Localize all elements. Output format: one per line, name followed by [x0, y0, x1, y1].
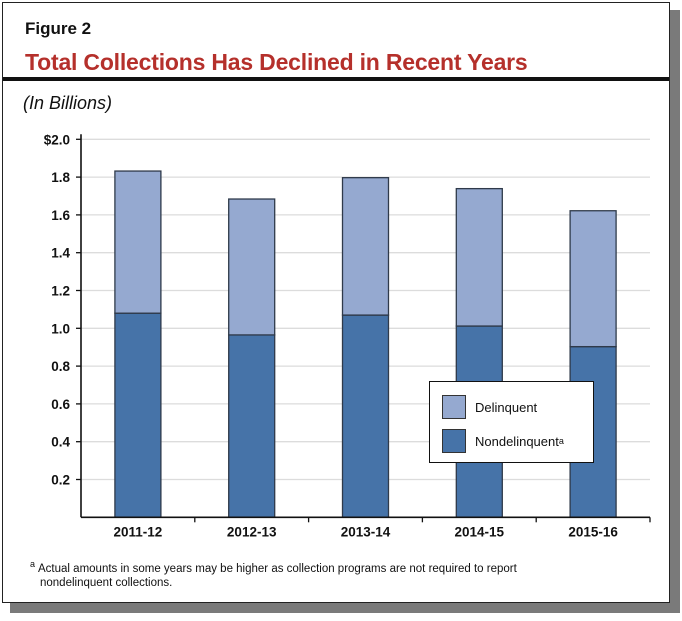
legend-label-delinquent: Delinquent — [475, 399, 538, 415]
y-tick-label: 0.2 — [51, 473, 70, 488]
x-tick-label: 2012-13 — [227, 524, 277, 539]
chart-subtitle: (In Billions) — [23, 93, 113, 113]
y-tick-label: 0.6 — [51, 397, 70, 412]
chart-title: Total Collections Has Declined in Recent… — [25, 49, 528, 75]
figure-frame: Figure 2 Total Collections Has Declined … — [2, 2, 670, 603]
x-tick-label: 2013-14 — [341, 524, 391, 539]
bar-delinquent — [569, 210, 617, 348]
bar-delinquent — [455, 187, 503, 327]
legend-item-delinquent: Delinquent — [442, 395, 537, 419]
y-tick-label: 1.8 — [51, 170, 70, 185]
x-tick-label: 2014-15 — [455, 524, 505, 539]
y-tick-label: 0.4 — [51, 435, 70, 450]
bar-nondelinquent — [114, 312, 162, 518]
bar-nondelinquent — [341, 314, 390, 518]
footnote: a Actual amounts in some years may be hig… — [30, 557, 517, 590]
y-tick-label: 1.2 — [51, 284, 70, 299]
legend: Delinquent Nondelinquent a — [429, 381, 594, 463]
y-tick-label: 1.0 — [51, 321, 70, 336]
figure-label: Figure 2 — [25, 19, 92, 38]
y-tick-label: 1.6 — [51, 208, 70, 223]
legend-label-nondelinquent: Nondelinquent — [475, 433, 559, 449]
bar-nondelinquent — [228, 334, 276, 518]
legend-swatch-nondelinquent — [442, 429, 466, 453]
footnote-marker: a — [30, 559, 36, 569]
footnote-text: Actual amounts in some years may be high… — [38, 562, 517, 575]
legend-swatch-delinquent — [442, 395, 466, 419]
bar-delinquent — [114, 170, 162, 314]
title-divider — [3, 77, 669, 81]
bar-delinquent — [228, 198, 276, 336]
y-tick-label: $2.0 — [44, 132, 70, 147]
legend-superscript: a — [558, 436, 564, 446]
x-tick-label: 2011-12 — [113, 524, 162, 539]
y-tick-label: 0.8 — [51, 359, 70, 374]
footnote-text-2: nondelinquent collections. — [40, 576, 173, 589]
x-tick-label: 2015-16 — [568, 524, 618, 539]
bar-delinquent — [341, 177, 390, 316]
legend-item-nondelinquent: Nondelinquent a — [442, 429, 564, 453]
y-tick-label: 1.4 — [51, 246, 70, 261]
